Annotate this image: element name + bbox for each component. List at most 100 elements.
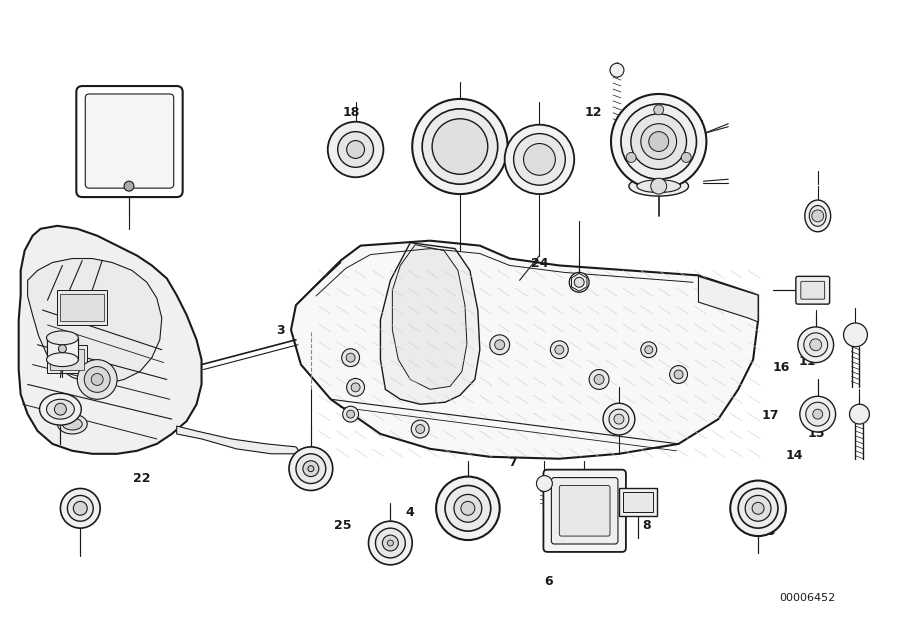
Polygon shape xyxy=(19,226,202,454)
Circle shape xyxy=(346,410,355,418)
Circle shape xyxy=(670,366,688,384)
Circle shape xyxy=(436,477,500,540)
Text: 14: 14 xyxy=(786,450,803,462)
Circle shape xyxy=(412,99,508,194)
Circle shape xyxy=(590,370,609,389)
Bar xyxy=(60,294,104,321)
Circle shape xyxy=(813,409,823,419)
Circle shape xyxy=(303,461,319,477)
FancyBboxPatch shape xyxy=(544,470,626,552)
Circle shape xyxy=(621,104,697,179)
Circle shape xyxy=(346,353,356,362)
Circle shape xyxy=(570,272,590,292)
FancyBboxPatch shape xyxy=(86,94,174,188)
Circle shape xyxy=(594,375,604,384)
Circle shape xyxy=(810,339,822,351)
Text: 5: 5 xyxy=(482,506,490,519)
Polygon shape xyxy=(381,243,480,404)
Polygon shape xyxy=(698,276,758,322)
Circle shape xyxy=(73,502,87,515)
Circle shape xyxy=(653,105,663,115)
Circle shape xyxy=(495,340,505,350)
Text: 6: 6 xyxy=(544,575,553,589)
FancyBboxPatch shape xyxy=(801,281,824,299)
Circle shape xyxy=(505,124,574,194)
Circle shape xyxy=(738,488,778,528)
Circle shape xyxy=(843,323,868,347)
Ellipse shape xyxy=(809,206,826,226)
Circle shape xyxy=(611,94,706,189)
Circle shape xyxy=(752,502,764,514)
Circle shape xyxy=(812,210,824,222)
Text: 20: 20 xyxy=(491,135,508,148)
Circle shape xyxy=(641,342,657,358)
FancyBboxPatch shape xyxy=(76,86,183,197)
Circle shape xyxy=(804,333,828,357)
Circle shape xyxy=(574,277,584,287)
Polygon shape xyxy=(176,426,301,454)
Bar xyxy=(58,290,107,325)
Circle shape xyxy=(603,403,634,435)
Circle shape xyxy=(806,402,830,426)
Ellipse shape xyxy=(47,331,78,345)
Circle shape xyxy=(797,327,833,363)
Text: 2: 2 xyxy=(88,131,96,145)
Polygon shape xyxy=(28,258,162,384)
Ellipse shape xyxy=(58,414,87,434)
Circle shape xyxy=(85,366,110,392)
Ellipse shape xyxy=(47,399,75,419)
Ellipse shape xyxy=(629,177,688,196)
Text: 22: 22 xyxy=(132,472,150,485)
Text: 15: 15 xyxy=(808,427,825,441)
Circle shape xyxy=(610,64,624,77)
Text: 12: 12 xyxy=(584,107,602,119)
Circle shape xyxy=(55,403,67,415)
Circle shape xyxy=(346,140,364,158)
Circle shape xyxy=(289,447,333,490)
Circle shape xyxy=(432,119,488,174)
Text: 7: 7 xyxy=(508,456,517,469)
Bar xyxy=(623,493,652,512)
Circle shape xyxy=(536,476,553,491)
Circle shape xyxy=(382,535,399,551)
Circle shape xyxy=(554,345,563,354)
Circle shape xyxy=(422,109,498,184)
Circle shape xyxy=(674,370,683,379)
Text: 13: 13 xyxy=(50,396,67,409)
Ellipse shape xyxy=(62,418,82,430)
Circle shape xyxy=(328,122,383,177)
Ellipse shape xyxy=(637,180,680,192)
Text: 3: 3 xyxy=(275,324,284,337)
FancyBboxPatch shape xyxy=(559,486,610,536)
Circle shape xyxy=(850,404,869,424)
Circle shape xyxy=(800,396,835,432)
Circle shape xyxy=(745,495,771,521)
Circle shape xyxy=(124,181,134,191)
Bar xyxy=(50,349,85,370)
Text: 21: 21 xyxy=(423,135,441,148)
Circle shape xyxy=(514,133,565,185)
Circle shape xyxy=(524,144,555,175)
Circle shape xyxy=(387,540,393,546)
Circle shape xyxy=(490,335,509,355)
Circle shape xyxy=(641,124,677,159)
Circle shape xyxy=(614,414,624,424)
Circle shape xyxy=(68,495,94,521)
Circle shape xyxy=(375,528,405,558)
Ellipse shape xyxy=(40,393,81,425)
Circle shape xyxy=(416,425,425,434)
Text: 16: 16 xyxy=(772,361,789,375)
Circle shape xyxy=(651,178,667,194)
Ellipse shape xyxy=(47,352,78,366)
Circle shape xyxy=(644,345,652,354)
Circle shape xyxy=(91,373,104,385)
Text: 17: 17 xyxy=(761,408,779,422)
Circle shape xyxy=(296,454,326,483)
Circle shape xyxy=(351,383,360,392)
Circle shape xyxy=(368,521,412,565)
Circle shape xyxy=(681,152,691,163)
FancyBboxPatch shape xyxy=(796,276,830,304)
Text: 9: 9 xyxy=(643,500,651,513)
Ellipse shape xyxy=(805,200,831,232)
Circle shape xyxy=(649,131,669,152)
